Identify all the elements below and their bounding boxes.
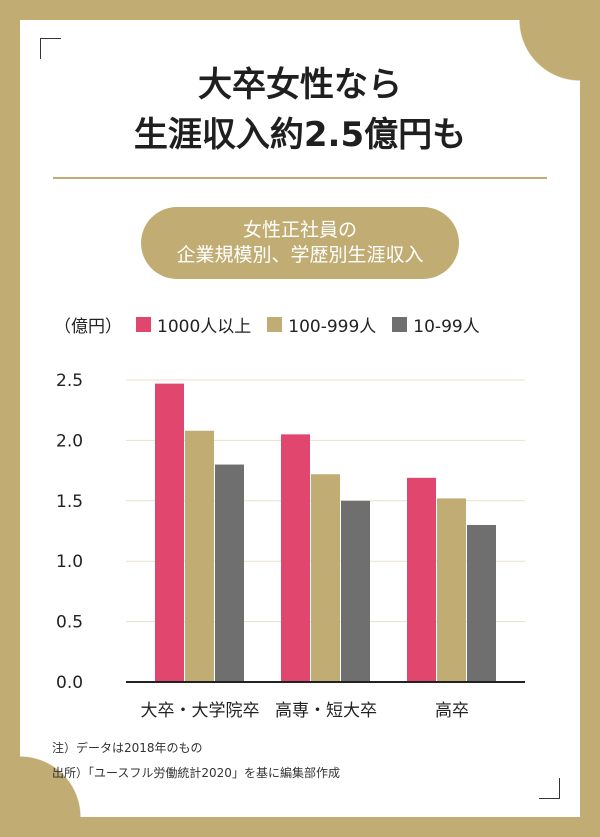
bar-chart: 0.0 0.5 1.0 1.5 2.0 2.5 大卒・大学院卒 高専・短大卒 高卒 bbox=[56, 371, 525, 720]
chart-legend: （億円） 1000人以上 100-999人 10-99人 bbox=[54, 312, 496, 337]
legend-swatch bbox=[136, 316, 151, 332]
bar bbox=[281, 434, 310, 682]
corner-bracket bbox=[40, 38, 61, 59]
bar bbox=[185, 430, 214, 682]
title-line: 生涯収入約2.5億円も bbox=[133, 115, 467, 155]
footnote: 出所）「ユースフル労働統計2020」を基に編集部作成 bbox=[52, 766, 340, 780]
chart-subtitle-badge: 女性正社員の 企業規模別、学歴別生涯収入 bbox=[141, 207, 459, 279]
page-title: 大卒女性なら 生涯収入約2.5億円も bbox=[20, 60, 580, 160]
y-tick-label: 0.0 bbox=[56, 673, 83, 693]
subtitle-line: 女性正社員の bbox=[242, 219, 357, 241]
y-unit-label: （億円） bbox=[54, 316, 122, 337]
corner-decoration bbox=[20, 725, 112, 817]
bar bbox=[155, 383, 184, 682]
legend-swatch bbox=[267, 316, 283, 332]
bar bbox=[215, 464, 244, 682]
x-tick-label: 高専・短大卒 bbox=[275, 701, 377, 720]
legend-item: 10-99人 bbox=[392, 312, 480, 337]
y-tick-label: 2.0 bbox=[56, 431, 83, 451]
title-line: 大卒女性なら bbox=[198, 65, 402, 105]
legend-item: 100-999人 bbox=[267, 312, 376, 337]
y-tick-label: 1.5 bbox=[56, 492, 83, 512]
x-tick-label: 高卒 bbox=[435, 701, 469, 720]
legend-swatch bbox=[392, 316, 408, 332]
corner-bracket bbox=[539, 778, 560, 799]
footnotes: 注）データは2018年のもの 出所）「ユースフル労働統計2020」を基に編集部作… bbox=[52, 736, 340, 786]
y-tick-label: 2.5 bbox=[56, 371, 83, 391]
bar bbox=[437, 498, 466, 682]
divider bbox=[53, 177, 547, 179]
legend-label: 10-99人 bbox=[413, 316, 480, 337]
x-tick-label: 大卒・大学院卒 bbox=[141, 701, 260, 720]
footnote: 注）データは2018年のもの bbox=[52, 741, 203, 755]
bar bbox=[467, 524, 496, 682]
legend-item: 1000人以上 bbox=[136, 312, 251, 337]
subtitle-line: 企業規模別、学歴別生涯収入 bbox=[176, 244, 424, 266]
y-tick-label: 0.5 bbox=[56, 613, 83, 633]
bar bbox=[341, 500, 370, 682]
bar bbox=[407, 477, 436, 682]
legend-label: 1000人以上 bbox=[157, 316, 252, 337]
bar bbox=[311, 474, 340, 682]
legend-label: 100-999人 bbox=[288, 316, 377, 337]
infographic-card: 大卒女性なら 生涯収入約2.5億円も 女性正社員の 企業規模別、学歴別生涯収入 … bbox=[20, 20, 580, 817]
y-tick-label: 1.0 bbox=[56, 552, 83, 572]
corner-decoration bbox=[488, 20, 580, 112]
